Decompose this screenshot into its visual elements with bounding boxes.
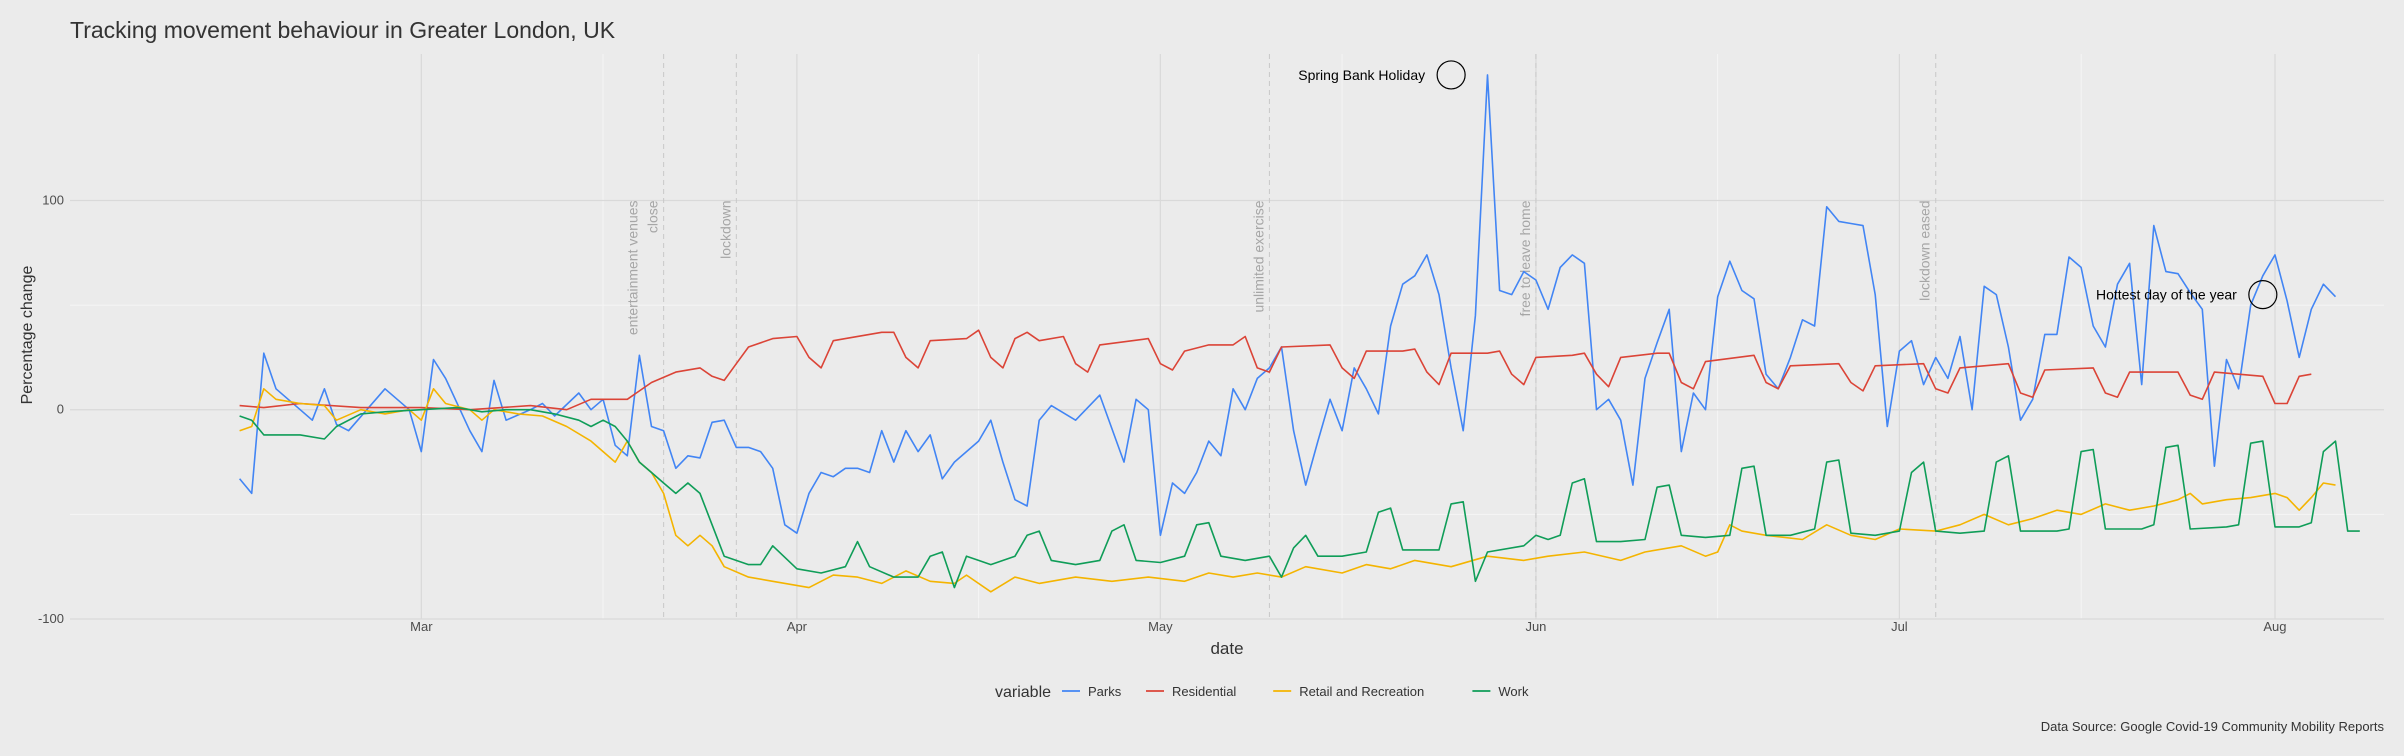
- series-line-parks: [238, 74, 2337, 537]
- legend-item: Work: [1472, 684, 1529, 699]
- legend: variable Parks Residential Retail and Recre…: [995, 684, 1529, 701]
- annotation-label: Hottest day of the year: [2096, 287, 2237, 303]
- legend-item: Residential: [1146, 684, 1236, 699]
- x-axis-ticks: Mar Apr May Jun Jul Aug: [410, 619, 2286, 634]
- event-label-line: close: [645, 200, 661, 233]
- series-line-residential: [239, 329, 2312, 411]
- x-tick-label: May: [1148, 619, 1173, 634]
- y-tick-label: -100: [38, 611, 64, 626]
- series-line-retail-and-recreation: [239, 387, 2336, 593]
- event-label-line: free to leave home: [1517, 200, 1533, 316]
- annotation-circle: [1436, 60, 1466, 90]
- x-axis-label: date: [1210, 639, 1243, 658]
- y-tick-label: 0: [57, 402, 64, 417]
- event-label-line: unlimited exercise: [1250, 200, 1266, 312]
- x-tick-label: Mar: [410, 619, 433, 634]
- x-tick-label: Jul: [1891, 619, 1908, 634]
- legend-label: Retail and Recreation: [1299, 684, 1424, 699]
- series-layer: [238, 74, 2360, 593]
- legend-item: Parks: [1062, 684, 1122, 699]
- y-tick-label: 100: [42, 192, 64, 207]
- event-label: unlimited exercise: [1250, 200, 1266, 312]
- y-axis-ticks: -100 0 100: [38, 192, 64, 626]
- legend-title: variable: [995, 684, 1051, 701]
- legend-label: Work: [1498, 684, 1529, 699]
- plot-panel: [70, 54, 2384, 619]
- event-layer: entertainment venues close lockdown unlimit…: [625, 54, 1937, 619]
- x-tick-label: Aug: [2263, 619, 2286, 634]
- x-tick-label: Jun: [1525, 619, 1546, 634]
- legend-label: Residential: [1172, 684, 1236, 699]
- event-label: lockdown eased: [1917, 200, 1933, 300]
- x-tick-label: Apr: [787, 619, 808, 634]
- annotation-circle: [2248, 280, 2278, 310]
- event-label: lockdown: [717, 200, 733, 258]
- annotation-layer: Spring Bank Holiday Hottest day of the ye…: [1298, 60, 2278, 310]
- chart-caption: Data Source: Google Covid-19 Community M…: [2041, 719, 2385, 734]
- event-label: free to leave home: [1517, 200, 1533, 316]
- series-line-work: [239, 406, 2360, 589]
- event-label: entertainment venues close: [625, 200, 661, 335]
- chart-title: Tracking movement behaviour in Greater L…: [70, 17, 616, 43]
- y-axis-label: Percentage change: [19, 266, 36, 405]
- legend-label: Parks: [1088, 684, 1122, 699]
- legend-item: Retail and Recreation: [1273, 684, 1424, 699]
- event-label-line: lockdown: [717, 200, 733, 258]
- event-label-line: entertainment venues: [625, 200, 641, 335]
- event-label-line: lockdown eased: [1917, 200, 1933, 300]
- annotation-label: Spring Bank Holiday: [1298, 67, 1425, 83]
